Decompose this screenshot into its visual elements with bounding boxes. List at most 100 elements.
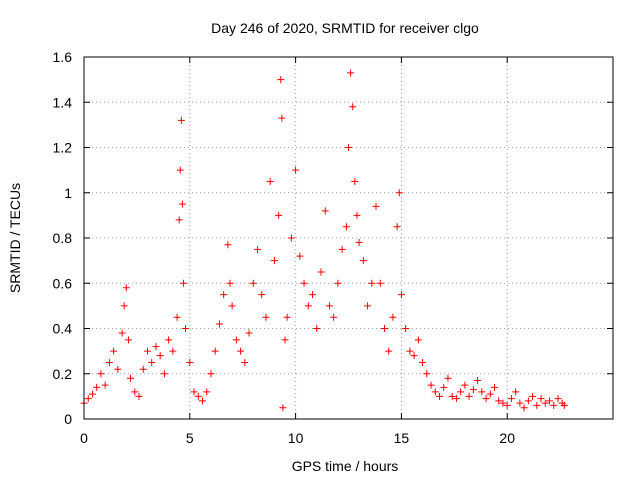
data-point — [368, 279, 376, 287]
data-point — [393, 223, 401, 231]
data-point — [232, 336, 240, 344]
data-point — [292, 166, 300, 174]
data-point — [211, 347, 219, 355]
data-point — [175, 216, 183, 224]
data-point — [215, 320, 223, 328]
data-point — [97, 370, 105, 378]
data-point — [241, 358, 249, 366]
data-point — [491, 383, 499, 391]
data-point — [198, 397, 206, 405]
data-point — [512, 388, 520, 396]
y-tick-label: 0 — [64, 411, 72, 427]
data-point — [560, 401, 568, 409]
data-point — [194, 392, 202, 400]
data-point — [313, 325, 321, 332]
data-point — [364, 302, 372, 310]
data-point — [550, 401, 558, 409]
data-point — [402, 325, 410, 332]
data-point — [203, 388, 211, 396]
data-point — [457, 388, 465, 396]
data-point — [118, 329, 126, 337]
data-point — [423, 370, 431, 378]
data-point — [351, 177, 359, 185]
data-point — [283, 313, 291, 321]
data-point — [325, 302, 333, 310]
data-point — [173, 313, 181, 321]
data-point — [105, 358, 113, 366]
chart-title: Day 246 of 2020, SRMTID for receiver clg… — [211, 20, 479, 36]
data-point — [317, 268, 325, 276]
data-point — [482, 395, 490, 403]
data-point — [148, 358, 156, 366]
data-point — [300, 279, 308, 287]
data-point — [224, 241, 232, 249]
data-point — [178, 200, 186, 208]
data-point — [419, 358, 427, 366]
y-tick-label: 1.2 — [53, 140, 73, 156]
data-point — [541, 399, 549, 407]
data-point — [156, 352, 164, 360]
data-point — [270, 257, 278, 265]
data-point — [165, 336, 173, 344]
y-tick-label: 0.6 — [53, 275, 73, 291]
data-point — [397, 291, 405, 299]
data-point — [478, 388, 486, 396]
data-point — [448, 392, 456, 400]
data-point — [258, 291, 266, 299]
data-point — [143, 347, 151, 355]
data-point — [186, 358, 194, 366]
data-point — [88, 390, 96, 398]
data-point — [499, 399, 507, 407]
data-point — [520, 404, 528, 412]
y-tick-label: 0.2 — [53, 366, 73, 382]
data-point — [309, 291, 317, 299]
data-point — [380, 325, 388, 332]
data-point — [93, 383, 101, 391]
data-point — [507, 395, 515, 403]
data-point — [503, 401, 511, 409]
data-point — [372, 202, 380, 210]
data-point — [533, 401, 541, 409]
data-point — [529, 392, 537, 400]
data-point — [495, 397, 503, 405]
y-tick-label: 1.6 — [53, 49, 73, 65]
data-point — [546, 397, 554, 405]
data-point — [278, 114, 286, 122]
data-point — [287, 234, 295, 242]
data-point — [414, 336, 422, 344]
axis-ticks: 0 0.2 0.4 0.6 0.8 1 1.2 1.4 1.6 0 5 10 15 20 — [53, 49, 613, 446]
data-point — [135, 392, 143, 400]
data-point — [410, 352, 418, 360]
data-point — [114, 365, 122, 373]
data-point — [152, 343, 160, 351]
data-point — [355, 239, 363, 247]
data-point — [169, 347, 177, 355]
data-points — [80, 69, 568, 412]
data-point — [342, 223, 350, 231]
data-point — [440, 383, 448, 391]
data-point — [101, 381, 109, 389]
data-point — [127, 374, 135, 382]
data-point — [190, 388, 198, 396]
x-tick-label: 15 — [394, 430, 410, 446]
data-point — [176, 166, 184, 174]
data-point — [249, 279, 257, 287]
data-point — [349, 103, 357, 111]
data-point — [444, 374, 452, 382]
data-point — [516, 399, 524, 407]
data-point — [182, 325, 190, 332]
data-point — [524, 397, 532, 405]
data-point — [266, 177, 274, 185]
data-point — [427, 381, 435, 389]
data-point — [226, 279, 234, 287]
data-point — [452, 395, 460, 403]
data-point — [537, 395, 545, 403]
data-point — [376, 279, 384, 287]
data-point — [228, 302, 236, 310]
data-point — [131, 388, 139, 396]
data-point — [275, 211, 283, 219]
data-point — [465, 392, 473, 400]
data-point — [338, 245, 346, 253]
